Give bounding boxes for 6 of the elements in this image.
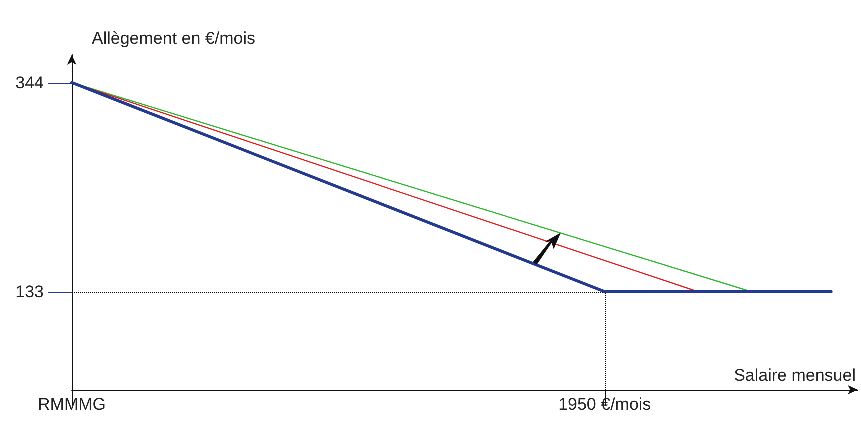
y-tick-label: 344 (16, 73, 44, 92)
x-axis-title: Salaire mensuel (734, 366, 856, 385)
y-tick-label: 133 (16, 282, 44, 302)
x-tick-label: RMMMG (38, 395, 106, 414)
x-tick-label: 1950 €/mois (558, 395, 652, 414)
y-axis-title: Allègement en €/mois (92, 29, 256, 48)
